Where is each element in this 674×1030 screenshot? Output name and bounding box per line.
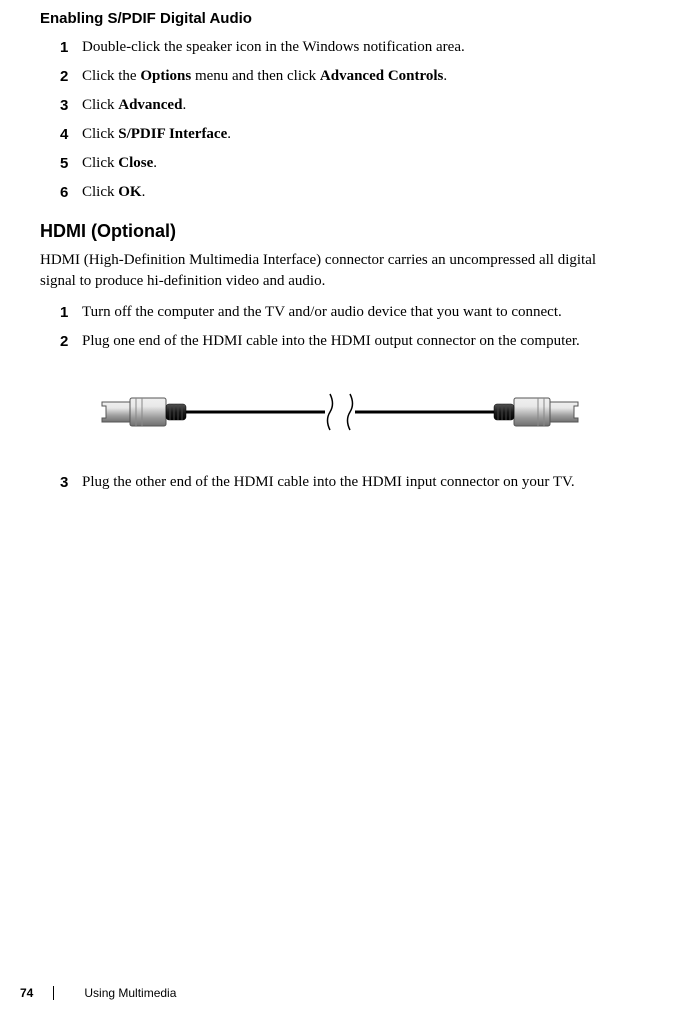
- step-item: 3 Click Advanced.: [60, 95, 634, 116]
- spdif-steps-list: 1 Double-click the speaker icon in the W…: [40, 37, 634, 203]
- bold-term: Advanced Controls: [320, 68, 444, 84]
- hdmi-steps-list-b: 3 Plug the other end of the HDMI cable i…: [40, 472, 634, 493]
- bold-term: Advanced: [118, 97, 182, 113]
- step-item: 4 Click S/PDIF Interface.: [60, 124, 634, 145]
- text-fragment: Click: [82, 126, 118, 142]
- step-number: 3: [60, 95, 82, 116]
- step-text: Plug the other end of the HDMI cable int…: [82, 472, 634, 493]
- text-fragment: Click: [82, 184, 118, 200]
- text-fragment: .: [443, 68, 447, 84]
- step-number: 4: [60, 124, 82, 145]
- cable-break-icon: [325, 392, 355, 432]
- step-number: 2: [60, 331, 82, 352]
- hdmi-connector-left: [102, 398, 186, 426]
- text-fragment: menu and then click: [191, 68, 320, 84]
- page-number: 74: [20, 986, 33, 1000]
- bold-term: Close: [118, 155, 153, 171]
- section-title-spdif: Enabling S/PDIF Digital Audio: [40, 10, 634, 27]
- step-text: Click OK.: [82, 182, 634, 203]
- bold-term: S/PDIF Interface: [118, 126, 227, 142]
- section-title-hdmi: HDMI (Optional): [40, 221, 634, 242]
- step-text: Turn off the computer and the TV and/or …: [82, 302, 634, 323]
- hdmi-intro-text: HDMI (High-Definition Multimedia Interfa…: [40, 250, 634, 292]
- step-item: 2 Plug one end of the HDMI cable into th…: [60, 331, 634, 352]
- text-fragment: Click the: [82, 68, 140, 84]
- step-item: 2 Click the Options menu and then click …: [60, 66, 634, 87]
- step-item: 3 Plug the other end of the HDMI cable i…: [60, 472, 634, 493]
- text-fragment: Click: [82, 155, 118, 171]
- bold-term: OK: [118, 184, 141, 200]
- step-item: 1 Turn off the computer and the TV and/o…: [60, 302, 634, 323]
- hdmi-steps-list-a: 1 Turn off the computer and the TV and/o…: [40, 302, 634, 352]
- hdmi-connector-right: [494, 398, 578, 426]
- step-number: 1: [60, 37, 82, 58]
- text-fragment: .: [227, 126, 231, 142]
- text-fragment: .: [142, 184, 146, 200]
- step-item: 5 Click Close.: [60, 153, 634, 174]
- step-text: Click Advanced.: [82, 95, 634, 116]
- text-fragment: .: [153, 155, 157, 171]
- step-text: Double-click the speaker icon in the Win…: [82, 37, 634, 58]
- step-item: 6 Click OK.: [60, 182, 634, 203]
- step-item: 1 Double-click the speaker icon in the W…: [60, 37, 634, 58]
- step-number: 6: [60, 182, 82, 203]
- footer-divider: [53, 986, 54, 1000]
- hdmi-cable-diagram: [100, 382, 634, 442]
- bold-term: Options: [140, 68, 191, 84]
- step-number: 1: [60, 302, 82, 323]
- step-text: Click Close.: [82, 153, 634, 174]
- chapter-name: Using Multimedia: [84, 986, 176, 1000]
- text-fragment: .: [182, 97, 186, 113]
- step-text: Click the Options menu and then click Ad…: [82, 66, 634, 87]
- step-number: 2: [60, 66, 82, 87]
- step-number: 5: [60, 153, 82, 174]
- page-footer: 74 Using Multimedia: [20, 986, 176, 1000]
- cable-svg: [100, 382, 580, 442]
- text-fragment: Click: [82, 97, 118, 113]
- step-text: Click S/PDIF Interface.: [82, 124, 634, 145]
- step-text: Plug one end of the HDMI cable into the …: [82, 331, 634, 352]
- step-number: 3: [60, 472, 82, 493]
